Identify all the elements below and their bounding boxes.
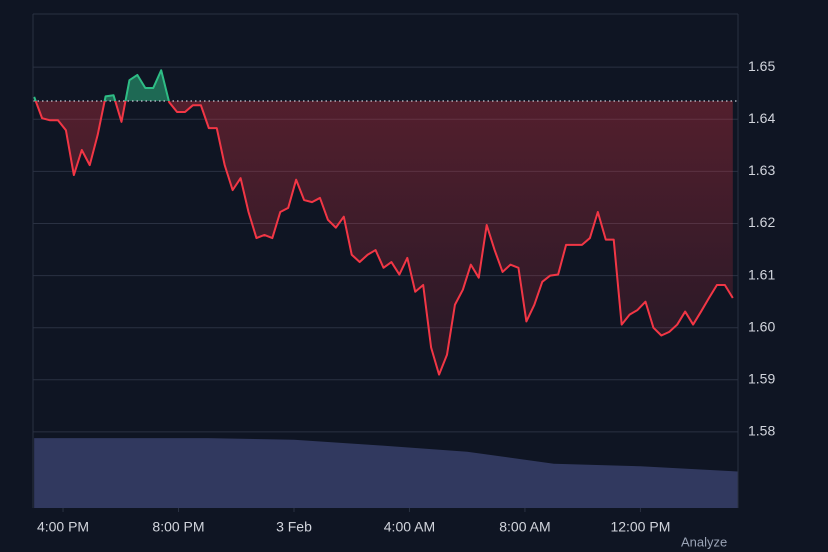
price-area — [34, 70, 733, 375]
x-tick-label: 8:00 PM — [152, 519, 204, 535]
y-tick-label: 1.63 — [748, 162, 775, 178]
y-tick-label: 1.64 — [748, 110, 775, 126]
y-tick-label: 1.62 — [748, 214, 775, 230]
x-tick-label: 8:00 AM — [499, 519, 550, 535]
y-tick-label: 1.60 — [748, 318, 775, 334]
labels: 1.58 1.59 1.60 1.61 1.62 1.63 1.64 1.65 4:00 PM 8… — [37, 58, 776, 535]
y-tick-label: 1.61 — [748, 266, 775, 282]
x-tick-label: 4:00 AM — [384, 519, 435, 535]
y-tick-label: 1.59 — [748, 371, 775, 387]
x-tick-label: 4:00 PM — [37, 519, 89, 535]
volume-area — [34, 438, 739, 508]
y-tick-label: 1.58 — [748, 423, 775, 439]
x-tick-label: 12:00 PM — [610, 519, 670, 535]
y-tick-label: 1.65 — [748, 58, 775, 74]
plot — [33, 69, 739, 508]
analyze-button[interactable]: Analyze — [681, 534, 727, 549]
price-line — [33, 69, 734, 376]
x-tick-label: 3 Feb — [276, 519, 312, 535]
